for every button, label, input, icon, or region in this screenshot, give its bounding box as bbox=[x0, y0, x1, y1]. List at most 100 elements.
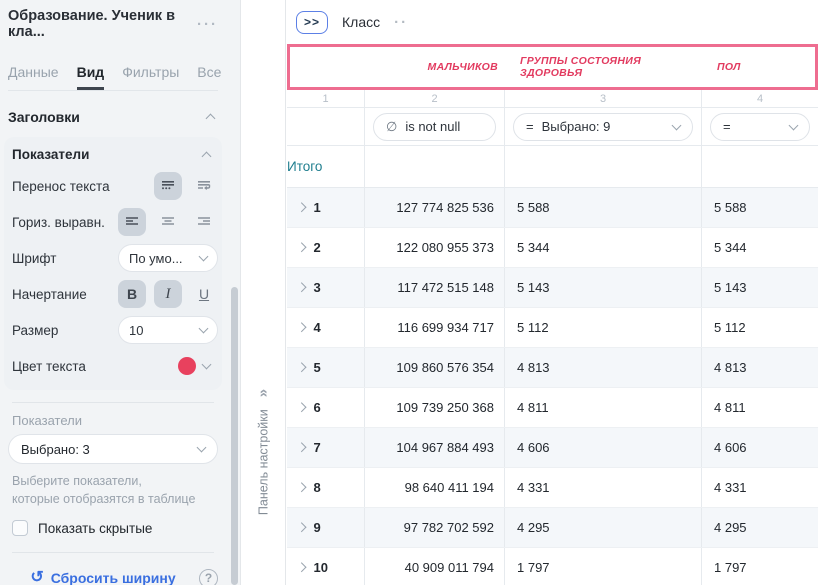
wrap-button[interactable] bbox=[190, 172, 218, 200]
chevron-down-icon[interactable] bbox=[201, 359, 212, 370]
chevron-down-icon bbox=[198, 251, 209, 262]
table-row: 8 98 640 411 194 4 331 4 331 bbox=[287, 468, 818, 508]
italic-button[interactable]: I bbox=[154, 280, 182, 308]
row-expander[interactable]: 2 bbox=[287, 228, 365, 267]
more-menu-icon[interactable]: ··· bbox=[197, 15, 218, 33]
column-number-2[interactable]: 2 bbox=[365, 90, 505, 107]
filter-cell-4: = bbox=[702, 108, 818, 145]
row-expander[interactable]: 9 bbox=[287, 508, 365, 547]
header-boys[interactable]: МАЛЬЧИКОВ bbox=[427, 61, 498, 73]
data-rows: 1 127 774 825 536 5 588 5 588 2 122 080 … bbox=[287, 188, 818, 585]
section-headers[interactable]: Заголовки bbox=[8, 109, 218, 125]
filter-boys-value: is not null bbox=[405, 119, 461, 134]
align-center-button[interactable] bbox=[154, 208, 182, 236]
filter-health-groups[interactable]: = Выбрано: 9 bbox=[513, 112, 693, 141]
indicators-settings-card: Показатели Перенос текста Гориз. выравн bbox=[4, 137, 222, 390]
equals-icon: = bbox=[526, 119, 534, 134]
filter-health-value: Выбрано: 9 bbox=[541, 119, 611, 134]
filter-boys[interactable]: ∅ is not null bbox=[373, 112, 496, 141]
settings-strip[interactable]: Панель настройки » bbox=[240, 0, 286, 585]
row-expander[interactable]: 1 bbox=[287, 188, 365, 227]
chevron-right-icon bbox=[296, 202, 306, 213]
font-size-value: 10 bbox=[129, 322, 144, 338]
cell-health: 5 588 bbox=[505, 188, 702, 227]
column-number-4[interactable]: 4 bbox=[756, 92, 764, 105]
header-selection-band[interactable]: МАЛЬЧИКОВ ГРУППЫ СОСТОЯНИЯ ЗДОРОВЬЯ ПОЛ bbox=[287, 44, 818, 90]
bold-button[interactable]: B bbox=[118, 280, 146, 308]
row-expander[interactable]: 10 bbox=[287, 548, 365, 585]
cell-gender: 1 797 bbox=[714, 560, 747, 575]
tab-filters[interactable]: Фильтры bbox=[122, 64, 180, 80]
row-expander[interactable]: 6 bbox=[287, 388, 365, 427]
font-select[interactable]: По умо... bbox=[118, 244, 218, 272]
drag-dots-icon[interactable]: ·· bbox=[394, 13, 409, 31]
underline-icon: U bbox=[198, 286, 210, 302]
cell-health: 4 811 bbox=[505, 388, 702, 427]
total-health bbox=[505, 146, 702, 187]
row-number: 3 bbox=[313, 280, 321, 295]
group-indicators-label: Показатели bbox=[12, 147, 90, 162]
dataset-title: Образование. Ученик в кла... bbox=[8, 8, 175, 40]
font-size-select[interactable]: 10 bbox=[118, 316, 218, 344]
total-label: Итого bbox=[287, 159, 323, 174]
tab-view[interactable]: Вид bbox=[77, 64, 105, 90]
align-left-button[interactable] bbox=[118, 208, 146, 236]
help-icon[interactable]: ? bbox=[199, 568, 218, 585]
nowrap-button[interactable] bbox=[154, 172, 182, 200]
row-expander[interactable]: 5 bbox=[287, 348, 365, 387]
total-gender bbox=[702, 146, 818, 187]
cell-gender: 4 331 bbox=[714, 480, 747, 495]
tab-data[interactable]: Данные bbox=[8, 64, 59, 80]
underline-button[interactable]: U bbox=[190, 280, 218, 308]
header-gender[interactable]: ПОЛ bbox=[717, 61, 741, 73]
cell-boys: 117 472 515 148 bbox=[365, 268, 505, 307]
dataset-title-row: Образование. Ученик в кла... ··· bbox=[8, 8, 218, 40]
align-right-button[interactable] bbox=[190, 208, 218, 236]
group-indicators[interactable]: Показатели bbox=[8, 141, 218, 164]
chevron-down-icon bbox=[671, 120, 682, 130]
align-center-icon bbox=[160, 213, 176, 232]
cell-boys: 127 774 825 536 bbox=[365, 188, 505, 227]
chevron-right-icon bbox=[296, 362, 306, 373]
row-expander[interactable]: 7 bbox=[287, 428, 365, 467]
column-number-1[interactable]: 1 bbox=[287, 90, 365, 107]
cell-health: 1 797 bbox=[505, 548, 702, 585]
show-hidden-checkbox-row[interactable]: Показать скрытые bbox=[12, 520, 218, 536]
row-expander[interactable]: 3 bbox=[287, 268, 365, 307]
double-chevron-right-icon: >> bbox=[304, 15, 321, 29]
row-expander[interactable]: 4 bbox=[287, 308, 365, 347]
table-row: 7 104 967 884 493 4 606 4 606 bbox=[287, 428, 818, 468]
bold-icon: B bbox=[126, 286, 138, 302]
tab-all[interactable]: Все bbox=[197, 64, 222, 80]
section-headers-label: Заголовки bbox=[8, 109, 80, 125]
color-swatch[interactable] bbox=[178, 357, 196, 375]
column-number-3[interactable]: 3 bbox=[505, 90, 702, 107]
reset-width-link[interactable]: ↺ Сбросить ширину bbox=[30, 570, 175, 585]
font-style-row: Начертание B I U bbox=[8, 280, 218, 308]
cell-boys: 98 640 411 194 bbox=[365, 468, 505, 507]
checkbox-unchecked[interactable] bbox=[12, 520, 28, 536]
table-row: 9 97 782 702 592 4 295 4 295 bbox=[287, 508, 818, 548]
text-color-row: Цвет текста bbox=[8, 352, 218, 380]
filter-gender[interactable]: = bbox=[710, 112, 810, 141]
filter-cell-2: ∅ is not null bbox=[365, 108, 505, 145]
row-number: 2 bbox=[313, 240, 321, 255]
table-title: Класс bbox=[342, 14, 381, 30]
chevron-right-icon bbox=[296, 562, 306, 573]
header-health-groups[interactable]: ГРУППЫ СОСТОЯНИЯ ЗДОРОВЬЯ bbox=[520, 55, 642, 79]
row-expander[interactable]: 8 bbox=[287, 468, 365, 507]
row-number: 1 bbox=[313, 200, 321, 215]
row-number: 10 bbox=[313, 560, 328, 575]
panel-scrollbar[interactable] bbox=[231, 287, 238, 585]
cell-gender: 4 295 bbox=[714, 520, 747, 535]
measures-select[interactable]: Выбрано: 3 bbox=[8, 434, 218, 464]
row-number: 6 bbox=[313, 400, 321, 415]
divider bbox=[12, 402, 214, 403]
table-row: 4 116 699 934 717 5 112 5 112 bbox=[287, 308, 818, 348]
measures-select-value: Выбрано: 3 bbox=[21, 441, 90, 457]
chevron-right-icon bbox=[296, 242, 306, 253]
expand-panel-button[interactable]: >> bbox=[296, 10, 329, 34]
total-boys bbox=[365, 146, 505, 187]
table-row: 1 127 774 825 536 5 588 5 588 bbox=[287, 188, 818, 228]
chevron-right-icon bbox=[296, 482, 306, 493]
